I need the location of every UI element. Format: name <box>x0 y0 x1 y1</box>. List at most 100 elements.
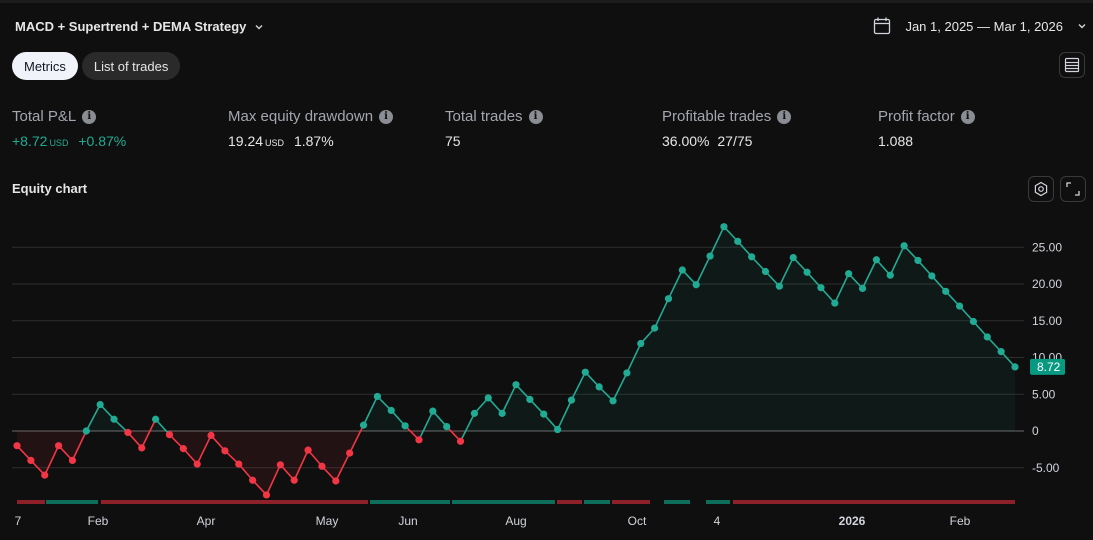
equity-point <box>886 271 894 279</box>
equity-point <box>1011 363 1019 371</box>
equity-point <box>720 223 728 231</box>
equity-point <box>637 339 645 348</box>
calendar-icon <box>874 17 891 35</box>
x-tick-label: 7 <box>15 514 22 528</box>
trade-bar <box>733 500 1015 504</box>
info-icon[interactable]: i <box>379 109 394 124</box>
list-icon <box>1064 57 1080 73</box>
equity-line-segment <box>612 372 628 402</box>
date-range-selector[interactable]: Jan 1, 2025 — Mar 1, 2026 <box>873 17 1087 35</box>
metric-label: Profit factor <box>878 108 955 125</box>
equity-point <box>68 456 77 464</box>
equity-line-segment <box>501 384 517 414</box>
total-pnl-percent: +0.87% <box>78 133 127 149</box>
metric-total-pnl: Total P&L i +8.72 USD +0.87% <box>12 108 126 149</box>
equity-area-positive <box>17 226 1015 431</box>
equity-point <box>207 431 215 440</box>
trade-bar <box>46 500 98 504</box>
equity-point <box>290 476 298 484</box>
equity-point <box>997 348 1005 356</box>
date-range-text: Jan 1, 2025 — Mar 1, 2026 <box>905 18 1063 34</box>
equity-point <box>41 471 49 479</box>
equity-point <box>359 421 368 429</box>
equity-line-segment <box>709 226 725 257</box>
trade-bar <box>17 500 45 504</box>
equity-point <box>429 407 437 415</box>
equity-point <box>456 437 465 445</box>
trade-bar <box>612 500 650 504</box>
x-tick-label: Apr <box>197 514 216 528</box>
tab-metrics[interactable]: Metrics <box>12 52 78 80</box>
equity-point <box>803 268 811 276</box>
x-tick-label: Feb <box>950 514 971 528</box>
y-tick-label: 0 <box>1032 424 1039 438</box>
equity-line-segment <box>265 464 282 496</box>
equity-point <box>955 302 964 310</box>
profitable-ratio: 27/75 <box>717 133 753 149</box>
info-icon[interactable]: i <box>82 109 97 124</box>
equity-line-segment <box>695 255 711 286</box>
chart-settings-button[interactable] <box>1028 176 1054 202</box>
equity-point <box>651 324 659 332</box>
y-tick-label: -5.00 <box>1032 461 1060 475</box>
equity-line-segment <box>85 404 101 432</box>
x-tick-label: Feb <box>88 514 109 528</box>
equity-point <box>706 252 714 260</box>
equity-point <box>942 287 950 295</box>
x-tick-label: Aug <box>505 514 526 528</box>
list-view-button[interactable] <box>1059 52 1085 78</box>
metric-total-trades: Total trades i 75 <box>445 108 543 149</box>
equity-point <box>775 282 783 290</box>
equity-point <box>152 415 160 423</box>
equity-line-segment <box>459 413 476 442</box>
equity-point <box>969 317 978 326</box>
settings-icon <box>1034 181 1048 197</box>
info-icon[interactable]: i <box>777 109 792 124</box>
equity-point <box>484 394 492 402</box>
profitable-percent: 36.00% <box>662 133 710 149</box>
last-value-badge <box>1030 358 1065 375</box>
equity-line-segment <box>667 269 684 300</box>
y-tick-label: 25.00 <box>1032 240 1062 254</box>
equity-point <box>276 461 284 469</box>
equity-point <box>858 284 867 293</box>
metric-label: Total P&L <box>12 108 77 125</box>
equity-point <box>124 428 132 437</box>
info-icon[interactable]: i <box>960 109 975 124</box>
equity-line-segment <box>141 418 157 449</box>
equity-line-segment <box>653 298 670 329</box>
chevron-down-icon <box>255 24 263 29</box>
equity-point <box>221 447 229 455</box>
tab-list-of-trades[interactable]: List of trades <box>81 52 181 80</box>
equity-point <box>692 281 700 289</box>
metric-label: Profitable trades <box>662 108 772 125</box>
x-tick-label: May <box>316 514 339 528</box>
equity-point <box>678 266 686 274</box>
total-pnl-value: +8.72 <box>12 133 48 149</box>
y-tick-label: 5.00 <box>1032 387 1056 401</box>
strategy-selector[interactable]: MACD + Supertrend + DEMA Strategy <box>15 19 264 34</box>
strategy-name: MACD + Supertrend + DEMA Strategy <box>15 19 247 34</box>
equity-point <box>165 431 174 439</box>
total-pnl-unit: USD <box>49 138 69 148</box>
x-tick-label: Oct <box>628 514 647 528</box>
trade-bar <box>664 500 690 504</box>
equity-point <box>54 442 63 450</box>
equity-point <box>581 368 589 376</box>
equity-point <box>304 446 312 454</box>
metric-label: Total trades <box>445 108 523 125</box>
metric-profit-factor: Profit factor i 1.088 <box>878 108 975 149</box>
equity-point <box>249 476 257 484</box>
equity-line-segment <box>71 430 88 461</box>
equity-point <box>540 410 548 418</box>
info-icon[interactable]: i <box>528 109 543 124</box>
equity-point <box>443 422 451 431</box>
equity-line-segment <box>834 273 850 304</box>
equity-point <box>373 392 381 401</box>
metric-max-drawdown: Max equity drawdown i 19.24 USD 1.87% <box>228 108 394 149</box>
equity-point <box>332 477 340 485</box>
chart-expand-button[interactable] <box>1060 176 1086 202</box>
equity-point <box>595 383 603 391</box>
total-trades-value: 75 <box>445 133 461 149</box>
